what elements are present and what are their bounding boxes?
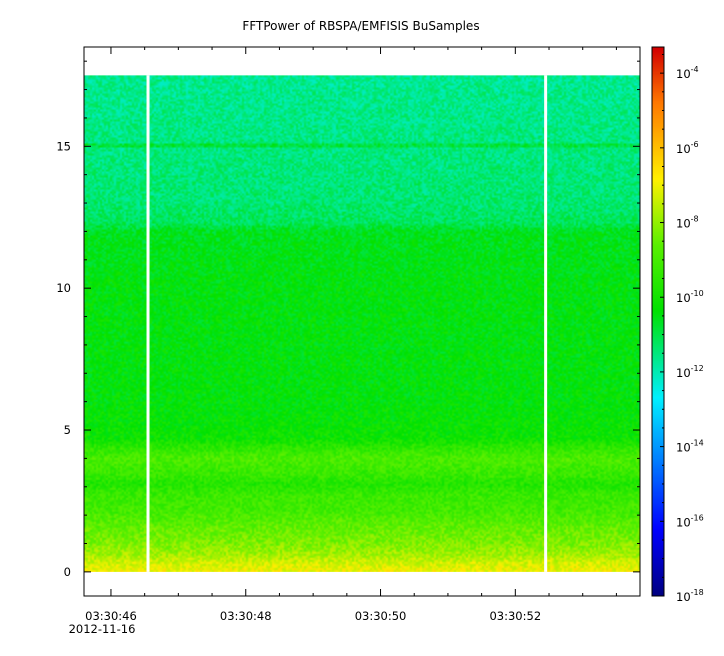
y-tick-label: 15 <box>56 139 71 153</box>
colorbar-tick-label: 10-4 <box>676 65 699 81</box>
colorbar-tick-exponent: -4 <box>691 65 699 74</box>
colorbar-tick-label: 10-16 <box>676 513 704 529</box>
y-tick-label: 10 <box>56 281 71 295</box>
colorbar-tick-exponent: -8 <box>691 215 699 224</box>
x-tick-label: 03:30:52 <box>489 609 541 623</box>
plot-frame <box>83 46 641 597</box>
data-gap <box>544 75 548 572</box>
colorbar-tick-label: 10-10 <box>676 289 704 305</box>
x-tick-label: 03:30:48 <box>220 609 272 623</box>
date-label: 2012-11-16 <box>69 622 136 636</box>
data-gap <box>146 75 150 572</box>
y-tick-label: 5 <box>64 423 71 437</box>
colorbar-tick-label: 10-14 <box>676 439 704 455</box>
colorbar-tick-exponent: -14 <box>691 439 704 448</box>
colorbar-tick-label: 10-6 <box>676 140 699 156</box>
spectrogram-heatmap <box>84 75 640 572</box>
y-tick-label: 0 <box>64 565 71 579</box>
colorbar-tick-exponent: -16 <box>691 513 704 522</box>
colorbar-tick-label: 10-8 <box>676 215 699 231</box>
x-tick-label: 03:30:50 <box>355 609 407 623</box>
colorbar-tick-exponent: -6 <box>691 140 699 149</box>
colorbar-tick-exponent: -12 <box>691 364 704 373</box>
colorbar-tick-label: 10-12 <box>676 364 704 380</box>
colorbar-tick-label: 10-18 <box>676 588 704 604</box>
colorbar-tick-exponent: -10 <box>691 289 704 298</box>
chart-title: FFTPower of RBSPA/EMFISIS BuSamples <box>242 19 479 33</box>
x-tick-label: 03:30:46 <box>85 609 137 623</box>
colorbar <box>651 46 665 597</box>
colorbar-tick-exponent: -18 <box>691 588 704 597</box>
